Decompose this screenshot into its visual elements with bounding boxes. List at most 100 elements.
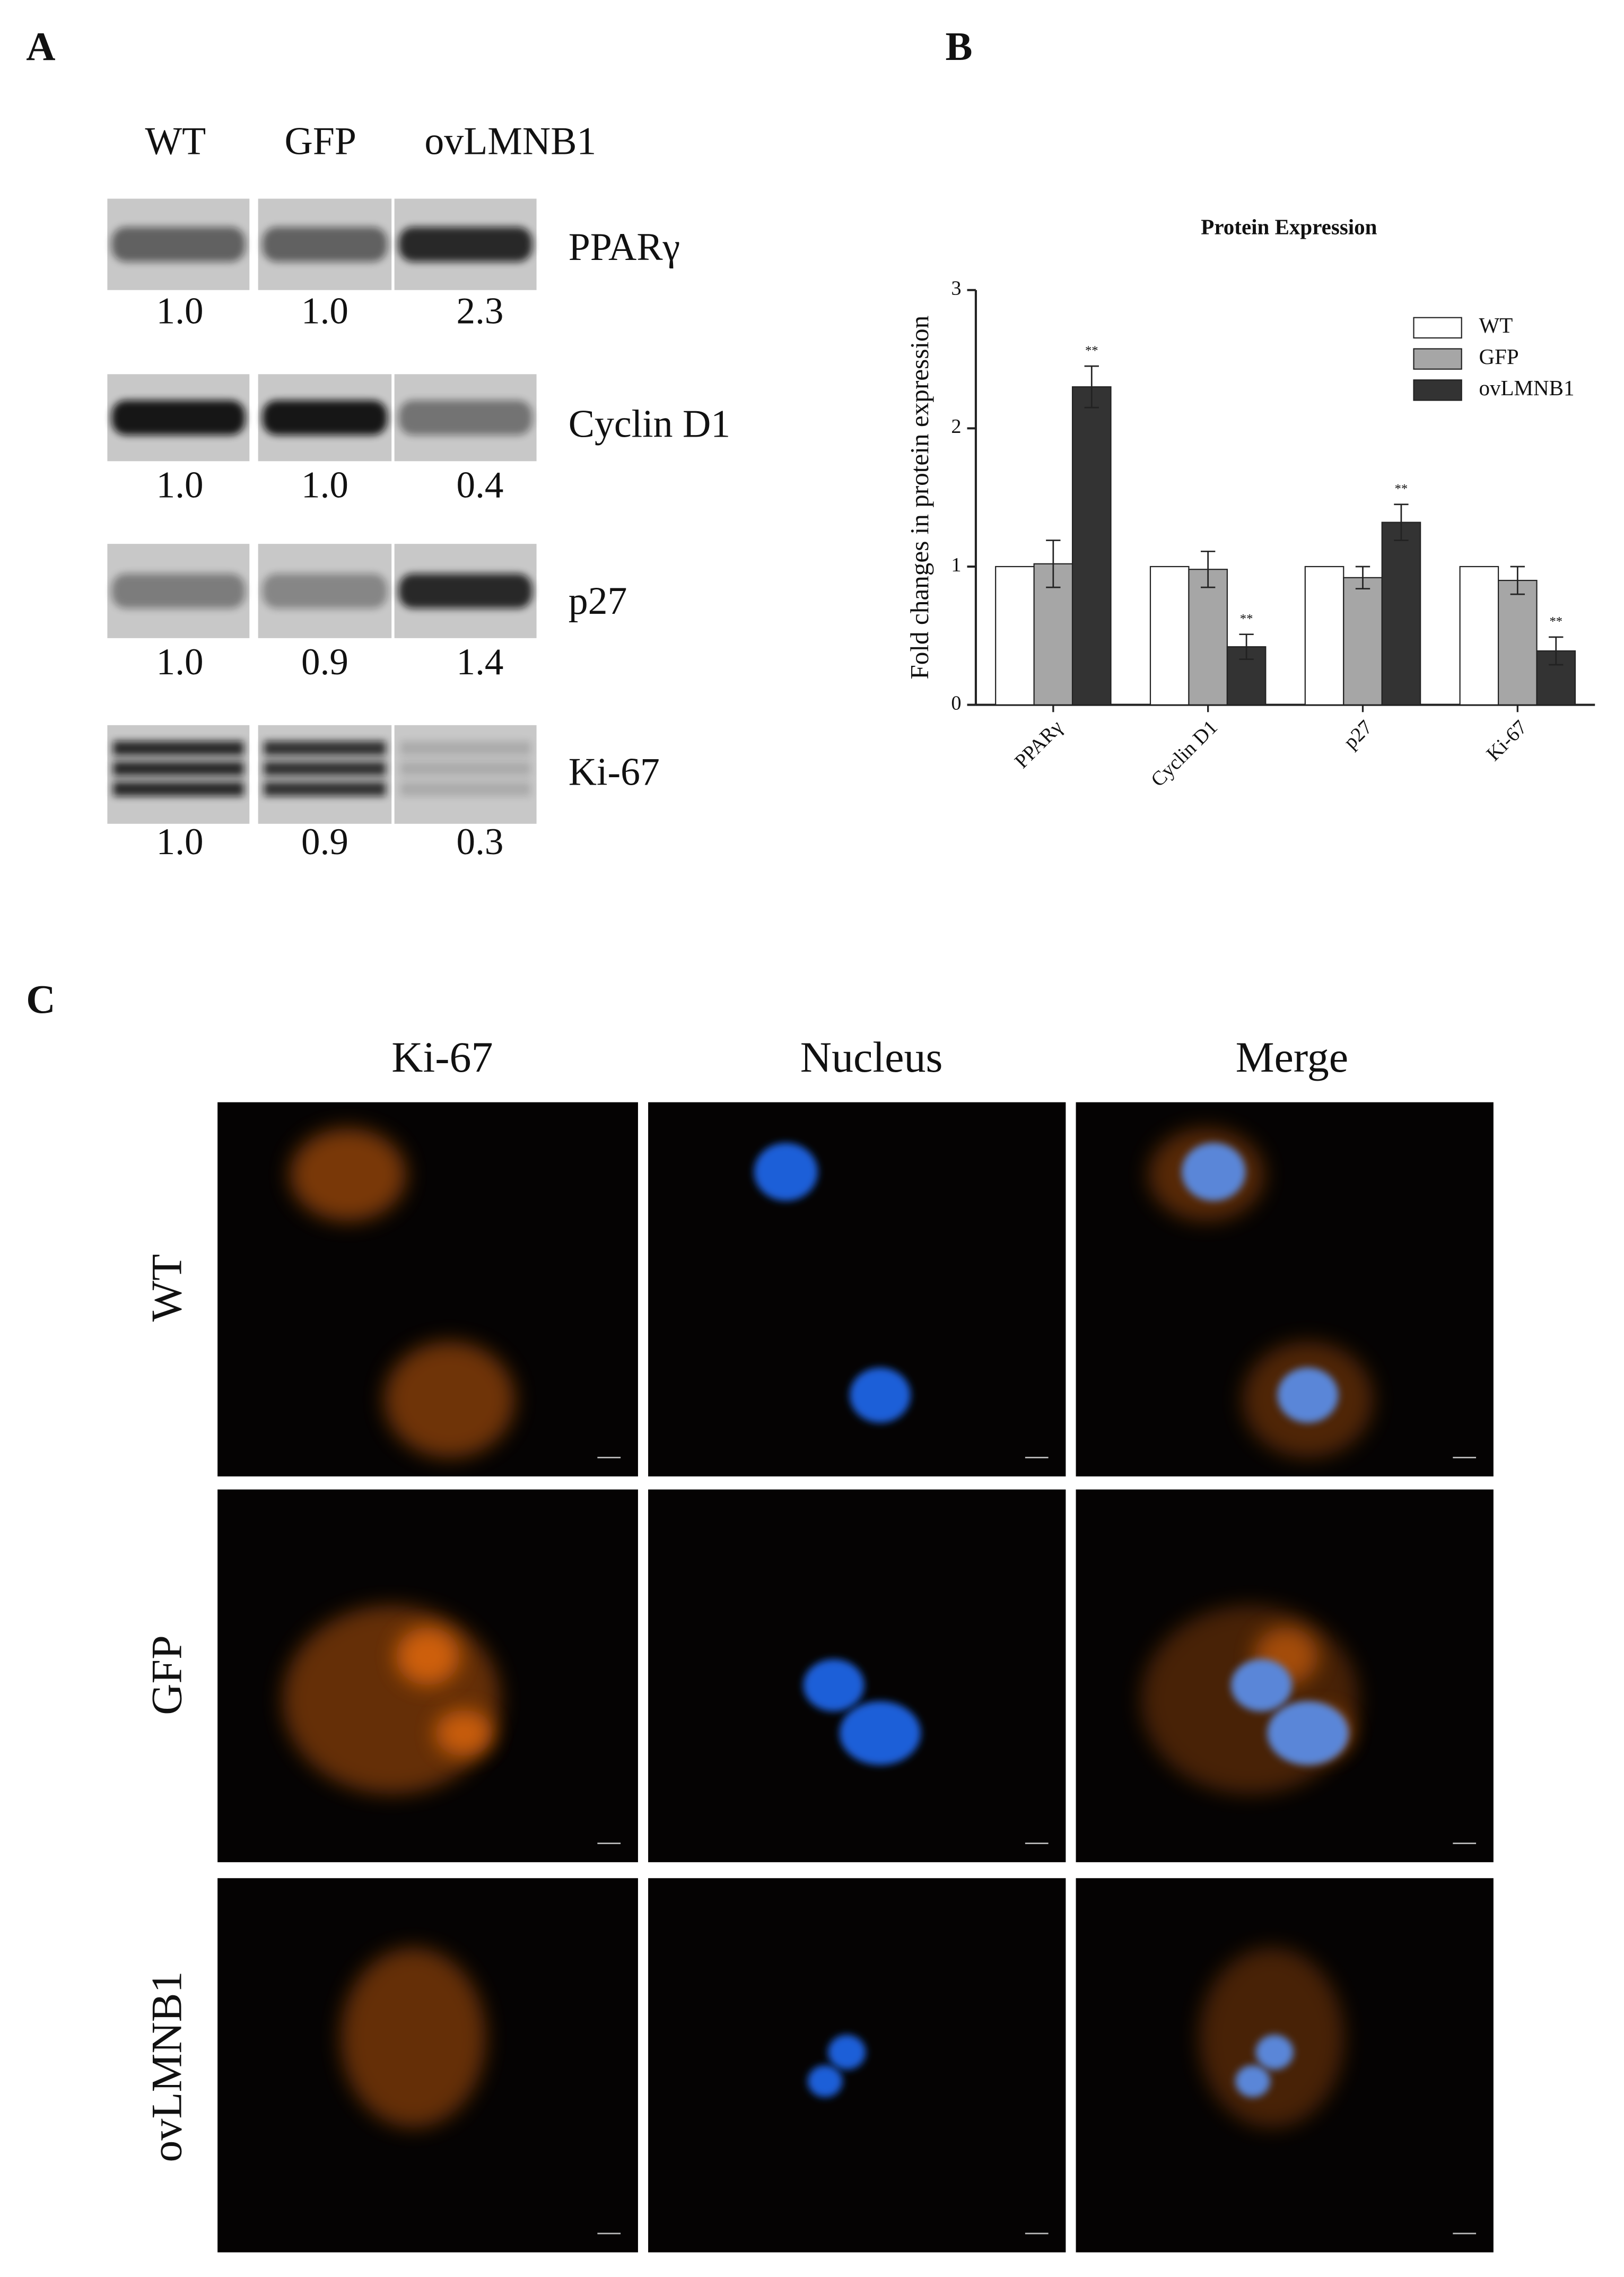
bar bbox=[1188, 569, 1228, 706]
error-bar bbox=[1394, 503, 1409, 541]
nucleus-signal bbox=[803, 1659, 865, 1711]
nucleus-signal bbox=[754, 1143, 818, 1201]
error-bar bbox=[1239, 633, 1254, 660]
legend-swatch bbox=[1413, 348, 1462, 370]
bar bbox=[1497, 579, 1538, 706]
protein-label: Ki-67 bbox=[569, 750, 660, 793]
blot-band bbox=[111, 227, 246, 262]
band-value: 0.3 bbox=[457, 821, 504, 863]
nucleus-signal bbox=[1182, 1143, 1246, 1201]
band-value: 0.9 bbox=[301, 641, 348, 683]
micrograph bbox=[217, 1102, 638, 1476]
blot-band bbox=[262, 573, 388, 609]
western-blot: WT GFP ovLMNB1 1.0 1.0 2.3 PPARγ 1.0 1.0 0.4 Cycli… bbox=[107, 119, 730, 863]
micrograph bbox=[648, 1878, 1066, 2253]
bar bbox=[1381, 522, 1421, 706]
error-bar bbox=[1046, 540, 1061, 588]
nucleus-signal bbox=[1231, 1659, 1292, 1711]
x-tick-label: Cyclin D1 bbox=[1147, 716, 1222, 792]
blot-band bbox=[264, 741, 386, 756]
bar bbox=[1149, 566, 1190, 706]
band-value: 1.0 bbox=[301, 465, 348, 506]
row-label: WT bbox=[143, 1254, 191, 1322]
blot-band bbox=[400, 761, 531, 776]
ki67-signal bbox=[435, 1710, 493, 1757]
micrograph bbox=[1076, 1102, 1494, 1476]
column-label: Merge bbox=[1236, 1033, 1349, 1081]
blot-band bbox=[113, 761, 244, 776]
microscopy-grid: Ki-67 Nucleus Merge WT GFP ovLMNB1 bbox=[143, 1033, 1494, 2253]
band-value: 1.0 bbox=[156, 641, 204, 683]
x-tick-label: PPARγ bbox=[1010, 716, 1067, 773]
bar-chart: Protein Expression Fold changes in protei… bbox=[905, 214, 1595, 791]
micrograph-bg bbox=[648, 1102, 1066, 1476]
protein-label: p27 bbox=[569, 579, 627, 622]
row-label: ovLMNB1 bbox=[143, 1971, 191, 2162]
legend-swatch bbox=[1413, 317, 1462, 339]
significance-label: ** bbox=[1395, 482, 1408, 496]
nucleus-signal bbox=[850, 1367, 911, 1423]
micrograph bbox=[217, 1878, 638, 2253]
y-tick-label: 0 bbox=[951, 692, 961, 714]
significance-label: ** bbox=[1085, 343, 1098, 358]
lane-label: GFP bbox=[285, 119, 356, 162]
significance-label: ** bbox=[1240, 612, 1253, 626]
legend-label: WT bbox=[1479, 313, 1513, 337]
bar bbox=[1071, 386, 1112, 706]
band-value: 1.4 bbox=[457, 641, 504, 683]
blot-band bbox=[398, 227, 532, 262]
error-bar bbox=[1510, 566, 1525, 595]
nucleus-signal bbox=[828, 2035, 866, 2070]
protein-label: PPARγ bbox=[569, 225, 680, 268]
column-label: Nucleus bbox=[800, 1033, 943, 1081]
chart-title: Protein Expression bbox=[1201, 214, 1377, 239]
blot-band bbox=[111, 400, 246, 436]
y-axis-label: Fold changes in protein expression bbox=[905, 316, 934, 680]
nucleus-signal bbox=[839, 1701, 921, 1765]
micrograph bbox=[217, 1489, 638, 1863]
ki67-signal bbox=[283, 1605, 501, 1794]
bar bbox=[995, 566, 1035, 706]
error-bar bbox=[1084, 365, 1099, 409]
bar bbox=[1343, 577, 1383, 706]
nucleus-signal bbox=[1277, 1367, 1339, 1423]
band-value: 0.4 bbox=[457, 465, 504, 506]
nucleus-signal bbox=[1267, 1701, 1349, 1765]
blot-band bbox=[400, 781, 531, 796]
y-tick-label: 3 bbox=[951, 277, 961, 300]
column-label: Ki-67 bbox=[391, 1033, 493, 1081]
blot-band bbox=[264, 781, 386, 796]
row-label: GFP bbox=[143, 1635, 191, 1715]
panel-label: C bbox=[26, 977, 55, 1022]
band-value: 0.9 bbox=[301, 821, 348, 863]
y-tick-label: 2 bbox=[951, 415, 961, 438]
ki67-signal bbox=[340, 1948, 486, 2128]
blot-band bbox=[262, 227, 388, 262]
x-tick-label: Ki-67 bbox=[1482, 716, 1532, 766]
micrograph bbox=[1076, 1878, 1494, 2253]
panel-label: A bbox=[26, 24, 55, 69]
blot-band bbox=[398, 573, 532, 609]
ki67-signal bbox=[384, 1341, 515, 1458]
lane-label: ovLMNB1 bbox=[424, 119, 596, 162]
legend-label: GFP bbox=[1479, 344, 1519, 369]
ki67-signal bbox=[396, 1627, 460, 1685]
bar bbox=[1459, 566, 1499, 706]
blot-band bbox=[113, 781, 244, 796]
band-value: 1.0 bbox=[301, 291, 348, 332]
error-bar bbox=[1355, 566, 1370, 590]
band-value: 1.0 bbox=[156, 291, 204, 332]
lane-label: WT bbox=[145, 119, 206, 162]
blot-band bbox=[400, 741, 531, 756]
band-value: 2.3 bbox=[457, 291, 504, 332]
blot-band bbox=[113, 741, 244, 756]
panel-label: B bbox=[946, 24, 973, 69]
nucleus-signal bbox=[1255, 2035, 1294, 2070]
blot-band bbox=[264, 761, 386, 776]
blot-band bbox=[262, 400, 388, 436]
legend-swatch bbox=[1413, 379, 1462, 401]
error-bar bbox=[1200, 550, 1216, 588]
band-value: 1.0 bbox=[156, 821, 204, 863]
protein-label: Cyclin D1 bbox=[569, 402, 730, 445]
